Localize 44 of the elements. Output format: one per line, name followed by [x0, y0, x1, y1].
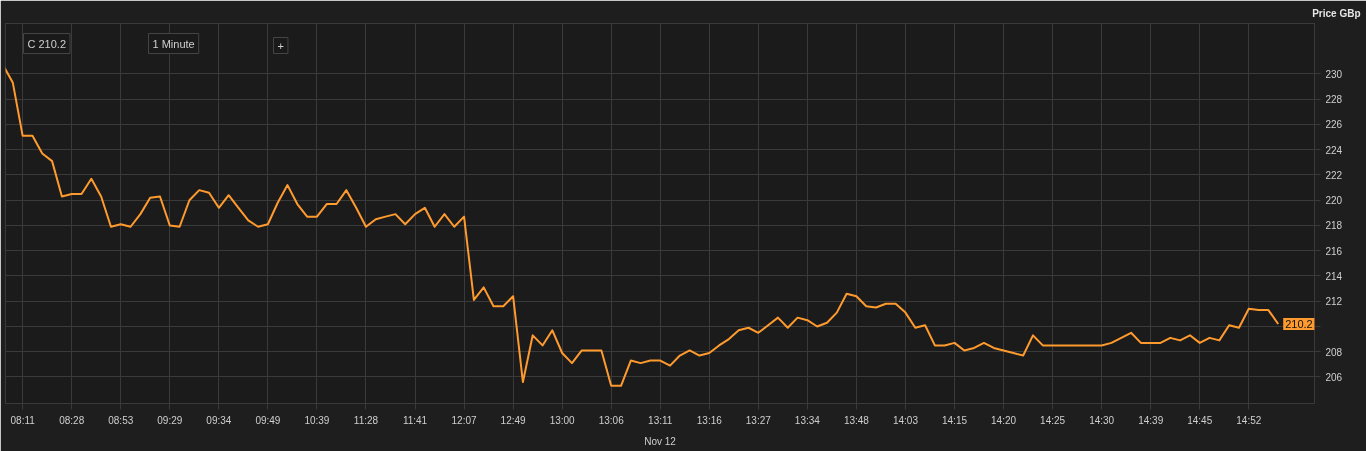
x-tick-label: 09:49 — [255, 414, 281, 426]
x-tick-label: 14:52 — [1236, 414, 1262, 426]
x-tick-label: 13:00 — [549, 414, 576, 426]
y-tick-label: 212 — [1325, 296, 1343, 308]
x-tick-label: 12:07 — [451, 414, 478, 426]
x-tick-label: 13:27 — [745, 414, 772, 426]
x-tick-label: 10:39 — [304, 414, 330, 426]
annotation: + — [277, 39, 284, 52]
data-label: 210.2 — [1285, 317, 1313, 330]
x-tick-label: 13:16 — [696, 414, 723, 426]
x-tick-label: 13:06 — [598, 414, 625, 426]
x-tick-label: 14:39 — [1138, 414, 1164, 426]
y-tick-label: 228 — [1325, 94, 1343, 106]
annotation: 1 Minute — [152, 37, 195, 50]
y-tick-label: 208 — [1325, 346, 1343, 358]
y-axis-title: Price GBp — [1312, 7, 1361, 19]
y-tick-label: 206 — [1325, 371, 1343, 383]
x-tick-label: 14:25 — [1040, 414, 1066, 426]
x-tick-label: 14:30 — [1089, 414, 1115, 426]
x-tick-label: 11:41 — [402, 414, 428, 426]
y-tick-label: 226 — [1325, 119, 1343, 131]
x-tick-label: 11:28 — [353, 414, 379, 426]
x-tick-label: 08:28 — [59, 414, 85, 426]
x-tick-label: 13:34 — [794, 414, 821, 426]
x-tick-label: 13:11 — [648, 414, 673, 426]
y-tick-label: 222 — [1325, 170, 1343, 181]
x-tick-label: 08:11 — [10, 414, 36, 426]
y-tick-label: 230 — [1325, 69, 1343, 80]
y-tick-label: 220 — [1325, 195, 1343, 207]
x-tick-label: 13:48 — [843, 414, 870, 426]
y-tick-label: 218 — [1325, 220, 1343, 232]
x-tick-label: 12:49 — [500, 414, 527, 426]
x-tick-label: 08:53 — [108, 414, 134, 426]
x-tick-label: 09:29 — [157, 414, 183, 426]
x-tick-label: 09:34 — [206, 414, 232, 426]
x-tick-label: 14:45 — [1187, 414, 1213, 426]
x-tick-label: 14:03 — [892, 414, 919, 426]
annotation: C 210.2 — [27, 37, 67, 50]
y-tick-label: 224 — [1325, 144, 1343, 156]
x-tick-label: 14:15 — [942, 414, 968, 426]
y-tick-label: 216 — [1325, 245, 1343, 257]
y-tick-label: 214 — [1325, 270, 1343, 282]
text: Nov 12 — [644, 435, 677, 447]
x-tick-label: 14:20 — [991, 414, 1017, 426]
